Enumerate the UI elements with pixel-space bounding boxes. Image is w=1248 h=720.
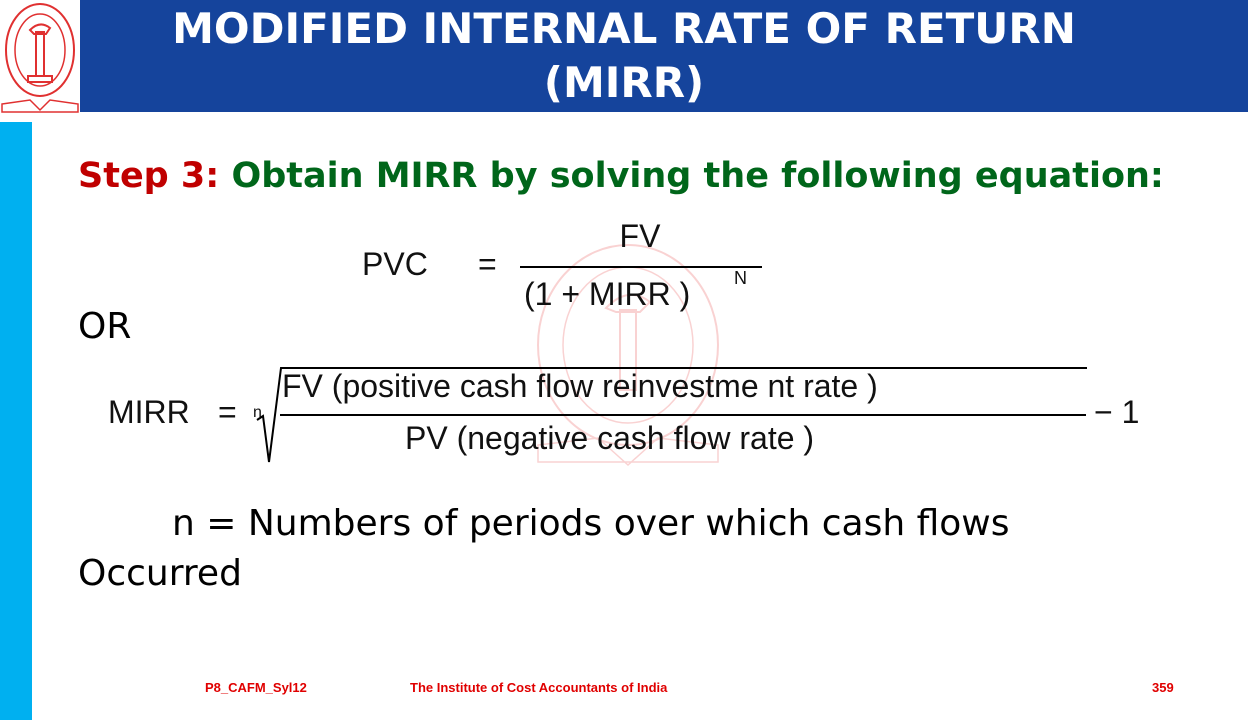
eq1-exponent: N [734,268,747,288]
eq2-minus-one: − 1 [1094,394,1140,430]
eq2-lhs: MIRR [108,394,190,430]
eq2-numerator: FV (positive cash flow reinvestme nt rat… [282,368,878,404]
title-line-1: MODIFIED INTERNAL RATE OF RETURN [172,4,1076,53]
slide-title: MODIFIED INTERNAL RATE OF RETURN (MIRR) [80,2,1168,110]
eq1-denominator: (1 + MIRR ) [524,276,691,312]
title-line-2: (MIRR) [543,58,705,107]
watermark-logo [537,244,719,467]
footer-page-number: 359 [1152,680,1174,695]
eq1-fraction-bar [520,266,762,268]
eq1-numerator: FV [619,218,661,254]
left-accent-strip [0,122,32,720]
step-label: Step 3: [78,156,220,196]
eq1-equals: = [478,246,497,282]
footer-institute: The Institute of Cost Accountants of Ind… [410,680,668,695]
title-banner [80,0,1248,112]
note-line-1: n = Numbers of periods over which cash f… [172,503,1010,544]
note-line-2: Occurred [78,553,242,594]
eq2-fraction-bar [280,414,1086,416]
step-text: Obtain MIRR by solving the following equ… [231,156,1164,196]
or-label: OR [78,306,132,347]
eq2-denominator: PV (negative cash flow rate ) [405,420,815,456]
eq2-root-index: n [253,404,262,421]
radical-sign [256,367,1087,463]
institute-logo [1,3,79,113]
step-heading: Step 3: Obtain MIRR by solving the follo… [78,156,1164,196]
footer-course-code: P8_CAFM_Syl12 [205,680,307,695]
eq1-lhs: PVC [362,246,428,282]
eq2-equals: = [218,394,237,430]
